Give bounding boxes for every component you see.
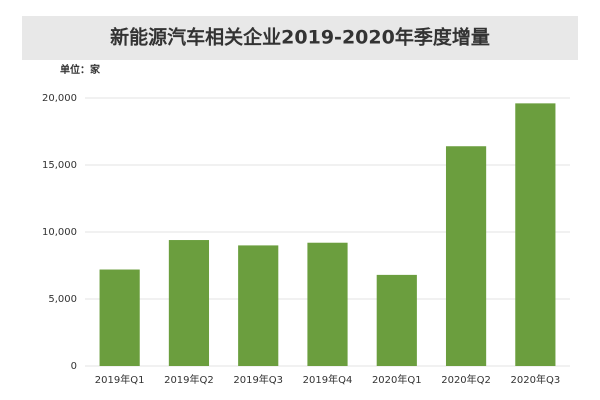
x-tick-label: 2019年Q1 [95, 373, 145, 386]
x-tick-label: 2020年Q3 [511, 373, 561, 386]
chart-title: 新能源汽车相关企业2019-2020年季度增量 [110, 26, 490, 49]
bar [445, 146, 487, 366]
x-tick-label: 2019年Q4 [303, 373, 353, 386]
y-tick-label: 0 [71, 361, 77, 372]
y-tick-label: 20,000 [42, 93, 77, 104]
y-tick-label: 5,000 [48, 294, 77, 305]
bar [307, 242, 348, 366]
x-tick-label: 2020年Q2 [441, 373, 491, 386]
title-band [22, 16, 578, 60]
bar [515, 103, 556, 367]
x-tick-label: 2019年Q3 [233, 373, 283, 386]
unit-label: 单位：家 [60, 63, 101, 76]
bar [376, 274, 417, 366]
y-tick-label: 15,000 [42, 160, 77, 171]
bar [99, 269, 140, 366]
x-tick-label: 2020年Q1 [372, 373, 422, 386]
y-tick-label: 10,000 [42, 227, 77, 238]
bar [238, 245, 279, 366]
x-tick-label: 2019年Q2 [164, 373, 214, 386]
bar [168, 240, 210, 366]
